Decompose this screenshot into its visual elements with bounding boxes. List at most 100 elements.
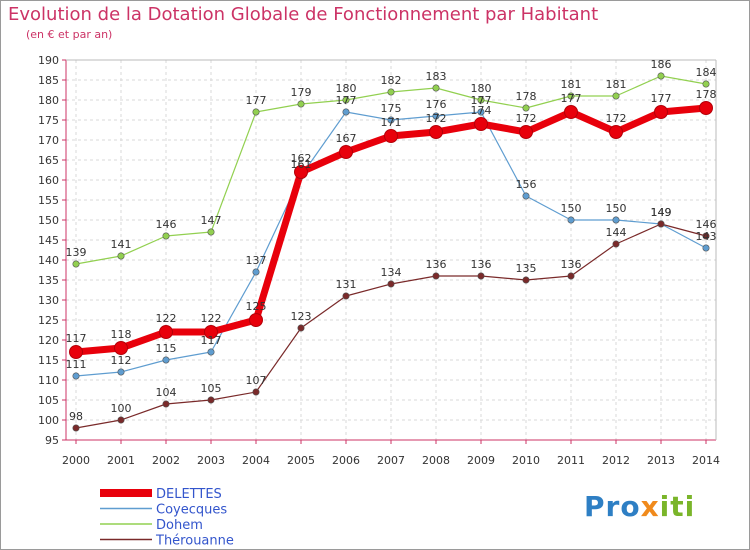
logo-part-iti: iti: [659, 490, 696, 523]
x-tick-label: 2003: [197, 454, 225, 467]
point-coyecques: [567, 216, 575, 224]
point-dohem: [702, 80, 710, 88]
data-label-delettes: 125: [246, 300, 267, 313]
point-delettes: [609, 125, 623, 139]
point-throuanne: [612, 240, 620, 248]
legend-label-throuanne: Thérouanne: [155, 534, 234, 549]
x-tick-label: 2011: [557, 454, 585, 467]
point-throuanne: [657, 220, 665, 228]
data-label-throuanne: 131: [336, 278, 357, 291]
point-dohem: [657, 72, 665, 80]
y-tick-label: 115: [38, 354, 59, 367]
point-delettes: [699, 101, 713, 115]
x-tick-label: 2006: [332, 454, 360, 467]
x-tick-label: 2013: [647, 454, 675, 467]
data-label-coyecques: 177: [471, 94, 492, 107]
data-label-coyecques: 150: [561, 202, 582, 215]
point-throuanne: [567, 272, 575, 280]
data-label-throuanne: 104: [156, 386, 177, 399]
data-label-coyecques: 161: [291, 158, 312, 171]
chart-title: Evolution de la Dotation Globale de Fonc…: [8, 4, 599, 25]
data-label-delettes: 174: [471, 104, 492, 117]
x-tick-label: 2000: [62, 454, 90, 467]
point-coyecques: [252, 268, 260, 276]
data-label-delettes: 118: [111, 328, 132, 341]
x-tick-label: 2014: [692, 454, 720, 467]
point-dohem: [297, 100, 305, 108]
point-throuanne: [387, 280, 395, 288]
point-delettes: [69, 345, 83, 359]
data-label-dohem: 139: [66, 246, 87, 259]
data-label-dohem: 178: [516, 90, 537, 103]
y-tick-label: 95: [45, 434, 59, 447]
data-label-dohem: 184: [696, 66, 717, 79]
y-tick-label: 185: [38, 74, 59, 87]
data-label-throuanne: 123: [291, 310, 312, 323]
data-label-coyecques: 177: [336, 94, 357, 107]
x-tick-label: 2005: [287, 454, 315, 467]
point-delettes: [204, 325, 218, 339]
y-tick-label: 145: [38, 234, 59, 247]
point-throuanne: [477, 272, 485, 280]
data-label-coyecques: 150: [606, 202, 627, 215]
data-label-dohem: 180: [471, 82, 492, 95]
data-label-delettes: 162: [291, 152, 312, 165]
point-dohem: [567, 92, 575, 100]
y-tick-label: 170: [38, 134, 59, 147]
data-label-dohem: 147: [201, 214, 222, 227]
point-coyecques: [207, 348, 215, 356]
data-label-throuanne: 107: [246, 374, 267, 387]
y-tick-label: 140: [38, 254, 59, 267]
x-tick-label: 2009: [467, 454, 495, 467]
point-coyecques: [477, 108, 485, 116]
data-label-dohem: 177: [246, 94, 267, 107]
point-coyecques: [342, 108, 350, 116]
data-label-delettes: 167: [336, 132, 357, 145]
point-dohem: [162, 232, 170, 240]
data-label-dohem: 181: [606, 78, 627, 91]
data-label-coyecques: 115: [156, 342, 177, 355]
data-label-coyecques: 111: [66, 358, 87, 371]
legend-label-delettes: DELETTES: [156, 487, 222, 502]
data-label-dohem: 141: [111, 238, 132, 251]
data-label-throuanne: 146: [696, 218, 717, 231]
point-dohem: [477, 96, 485, 104]
data-label-dohem: 146: [156, 218, 177, 231]
point-dohem: [612, 92, 620, 100]
y-tick-label: 160: [38, 174, 59, 187]
point-delettes: [294, 165, 308, 179]
data-label-throuanne: 134: [381, 266, 402, 279]
point-coyecques: [702, 244, 710, 252]
point-delettes: [564, 105, 578, 119]
data-label-throuanne: 136: [471, 258, 492, 271]
x-tick-label: 2004: [242, 454, 270, 467]
x-tick-label: 2008: [422, 454, 450, 467]
data-label-delettes: 122: [201, 312, 222, 325]
point-throuanne: [72, 424, 80, 432]
data-label-dohem: 183: [426, 70, 447, 83]
point-delettes: [339, 145, 353, 159]
point-delettes: [429, 125, 443, 139]
data-label-delettes: 177: [651, 92, 672, 105]
point-throuanne: [522, 276, 530, 284]
data-label-throuanne: 136: [426, 258, 447, 271]
y-tick-label: 150: [38, 214, 59, 227]
data-label-delettes: 172: [426, 112, 447, 125]
data-label-throuanne: 135: [516, 262, 537, 275]
proxiti-logo: Proxiti: [584, 490, 695, 523]
point-delettes: [654, 105, 668, 119]
y-tick-label: 125: [38, 314, 59, 327]
point-dohem: [522, 104, 530, 112]
data-label-coyecques: 175: [381, 102, 402, 115]
data-label-throuanne: 98: [69, 410, 83, 423]
point-dohem: [72, 260, 80, 268]
x-tick-label: 2012: [602, 454, 630, 467]
point-coyecques: [72, 372, 80, 380]
data-label-delettes: 172: [516, 112, 537, 125]
data-label-throuanne: 136: [561, 258, 582, 271]
axes: 95 100 105 110 115 120 125 130 135 140 145 150 155 16…: [38, 54, 720, 467]
data-label-coyecques: 117: [201, 334, 222, 347]
y-tick-label: 120: [38, 334, 59, 347]
data-label-throuanne: 144: [606, 226, 627, 239]
